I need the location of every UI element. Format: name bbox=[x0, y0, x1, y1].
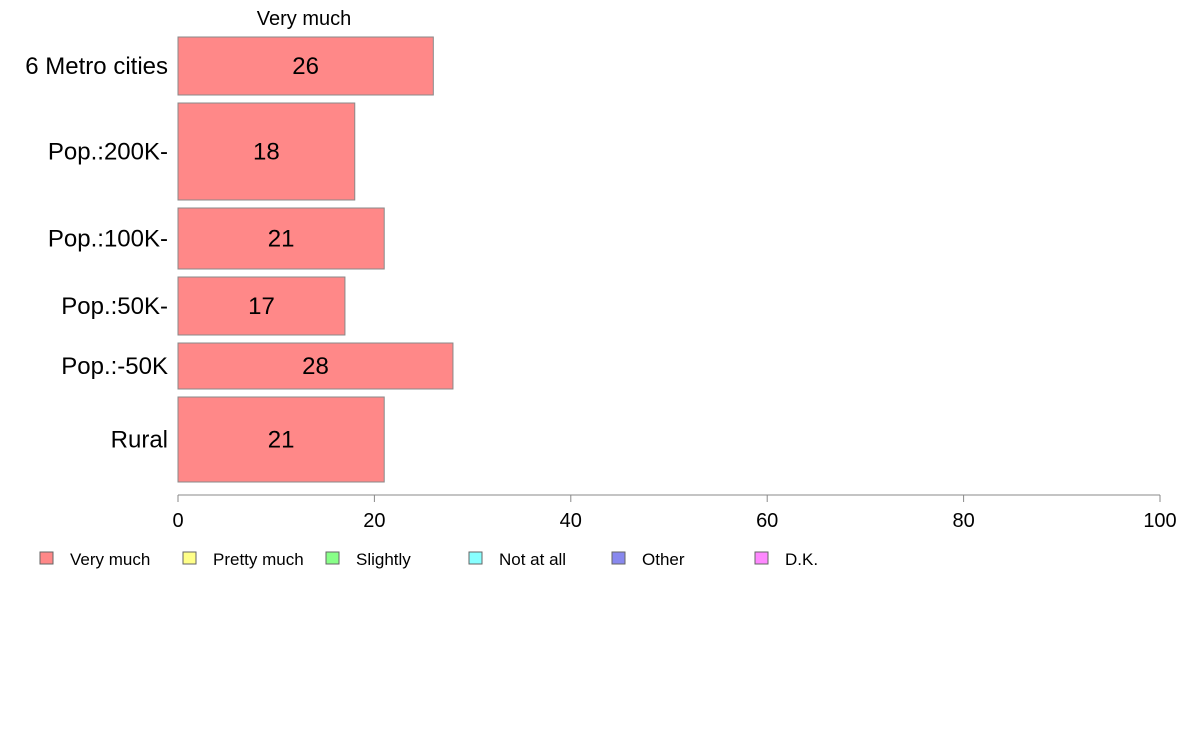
category-label: Rural bbox=[111, 427, 168, 454]
x-tick-label: 80 bbox=[952, 510, 974, 532]
series-header: Very much bbox=[257, 8, 351, 30]
bar bbox=[177, 342, 454, 390]
legend-label: D.K. bbox=[785, 550, 818, 569]
bar-data-label: 17 bbox=[248, 293, 275, 320]
legend-swatch bbox=[754, 551, 769, 565]
legend-swatch bbox=[182, 551, 197, 565]
bar-data-label: 21 bbox=[268, 427, 295, 454]
x-tick-label: 20 bbox=[363, 510, 385, 532]
bar bbox=[177, 36, 434, 96]
legend-swatch bbox=[325, 551, 340, 565]
bar bbox=[177, 207, 385, 270]
bar-data-label: 26 bbox=[292, 53, 319, 80]
bar bbox=[177, 102, 356, 201]
bar-data-label: 18 bbox=[253, 139, 280, 166]
legend-label: Slightly bbox=[356, 550, 411, 569]
legend-label: Very much bbox=[70, 550, 150, 569]
bar-data-label: 21 bbox=[268, 226, 295, 253]
bar-data-label: 28 bbox=[302, 353, 329, 380]
legend-swatch bbox=[611, 551, 626, 565]
category-label: Pop.:100K- bbox=[48, 226, 168, 253]
x-tick-label: 100 bbox=[1143, 510, 1176, 532]
legend-swatch bbox=[39, 551, 54, 565]
x-tick-label: 40 bbox=[560, 510, 582, 532]
category-label: Pop.:200K- bbox=[48, 139, 168, 166]
x-tick-label: 0 bbox=[172, 510, 183, 532]
x-tick-label: 60 bbox=[756, 510, 778, 532]
bar bbox=[177, 276, 346, 336]
legend-label: Other bbox=[642, 550, 685, 569]
category-label: Pop.:50K- bbox=[61, 293, 168, 320]
category-label: Pop.:-50K bbox=[61, 353, 168, 380]
legend-label: Not at all bbox=[499, 550, 566, 569]
legend-swatch bbox=[468, 551, 483, 565]
legend-label: Pretty much bbox=[213, 550, 304, 569]
bar bbox=[177, 396, 385, 483]
category-label: 6 Metro cities bbox=[25, 53, 168, 80]
